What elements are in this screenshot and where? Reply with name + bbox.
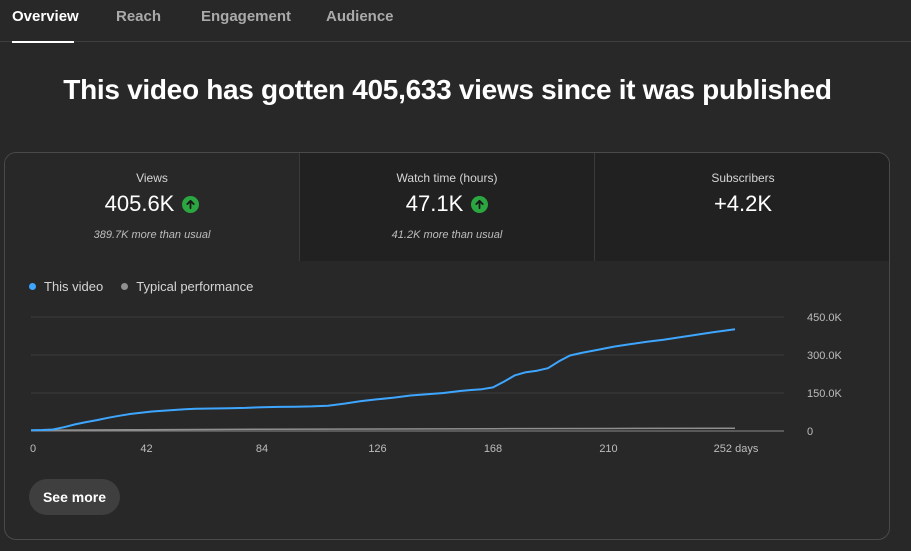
x-tick-label: 42 [140,443,152,455]
legend-label: This video [44,279,104,294]
metric-label: Subscribers [711,171,775,185]
legend-dot [29,283,36,290]
series-line-typical [30,427,736,431]
x-tick-label: 126 [368,443,386,455]
metric-comparison: 389.7K more than usual [93,229,211,241]
metric-label: Views [136,171,168,185]
legend-item-typical: Typical performance [121,279,253,294]
x-tick-label: 84 [256,443,268,455]
metric-value: +4.2K [713,191,773,216]
tab-bar: Overview Reach Engagement Audience [0,0,911,43]
tab-engagement[interactable]: Engagement [201,8,292,25]
metric-value: 47.1K [405,191,464,216]
metric-tabs: Views 405.6K 389.7K more than usual Watc… [5,153,889,261]
series-line-this-video [30,328,736,432]
metric-watch-time[interactable]: Watch time (hours) 47.1K 41.2K more than… [300,153,594,261]
y-tick-label: 450.0K [807,312,843,324]
metric-views[interactable]: Views 405.6K 389.7K more than usual [5,153,299,261]
tab-audience[interactable]: Audience [326,8,394,25]
metric-subscribers[interactable]: Subscribers +4.2K [595,153,889,261]
y-tick-label: 150.0K [807,388,843,400]
legend-dot [121,283,129,290]
y-tick-label: 0 [807,426,813,438]
x-tick-label: 168 [484,443,502,455]
metric-value: 405.6K [104,191,175,216]
metric-value-row: +4.2K [595,191,889,217]
metric-value-row: 47.1K [300,191,594,217]
see-more-button[interactable]: See more [29,479,120,515]
arrow-up-icon [471,195,489,213]
tab-reach[interactable]: Reach [116,8,162,25]
legend-item-this-video: This video [29,279,103,294]
metric-label: Watch time (hours) [396,171,498,185]
metric-comparison: 41.2K more than usual [391,229,503,241]
tab-overview[interactable]: Overview [12,0,79,43]
metrics-card: Views 405.6K 389.7K more than usual Watc… [4,152,890,540]
x-tick-label: 210 [599,443,617,455]
arrow-up-icon [182,195,200,213]
x-tick-label: 0 [30,443,36,455]
y-tick-label: 300.0K [807,350,843,362]
x-tick-label: 252 days [714,443,759,455]
page-title: This video has gotten 405,633 views sinc… [63,74,832,105]
metric-value-row: 405.6K [5,191,299,217]
legend-label: Typical performance [136,279,254,294]
views-line-chart: 0 150.0K 300.0K 450.0K 0 42 84 126 168 210 252 day… [30,312,843,455]
chart-legend: This video Typical performance [29,279,253,294]
